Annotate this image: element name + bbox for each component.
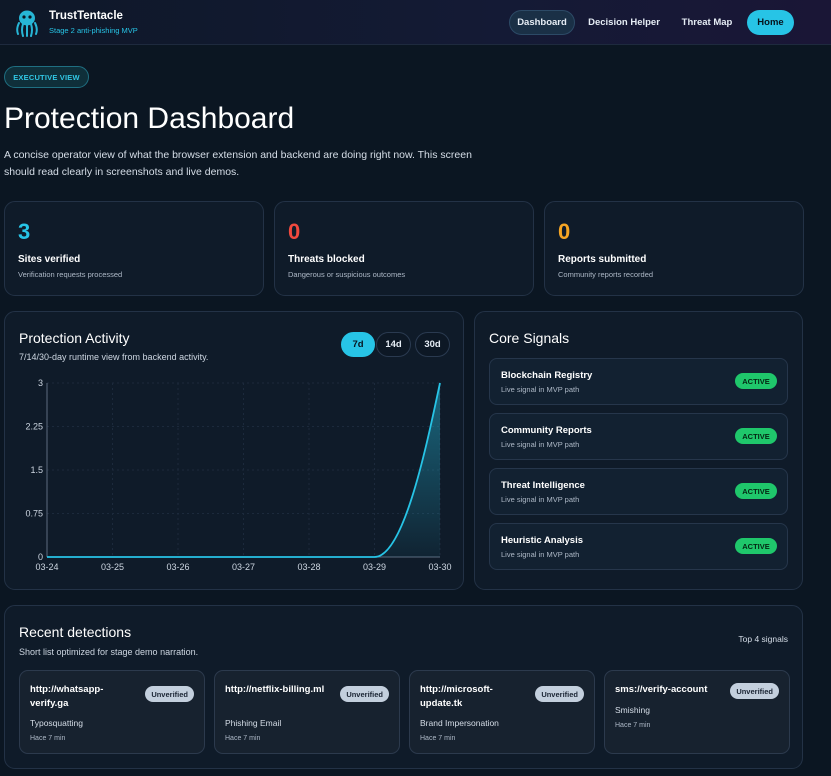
stat-sub: Dangerous or suspicious outcomes [288, 270, 406, 279]
signal-sub: Live signal in MVP path [501, 495, 580, 504]
top-navbar: TrustTentacle Stage 2 anti-phishing MVP … [0, 0, 831, 45]
signal-name: Blockchain Registry [501, 370, 593, 381]
detection-url: http://microsoft-update.tk [420, 684, 493, 709]
page-title: Protection Dashboard [4, 102, 295, 135]
y-tick-label: 0.75 [25, 509, 43, 519]
detection-card[interactable]: http://netflix-billing.ml Unverified Phi… [214, 670, 400, 754]
signal-heuristic-analysis: Heuristic Analysis Live signal in MVP pa… [489, 523, 788, 570]
stat-value: 0 [558, 219, 571, 244]
detection-type: Phishing Email [225, 718, 282, 728]
octopus-icon[interactable] [14, 9, 40, 37]
signal-sub: Live signal in MVP path [501, 385, 580, 394]
detection-card[interactable]: http://microsoft-update.tk Unverified Br… [409, 670, 595, 754]
stat-sub: Community reports recorded [558, 270, 654, 279]
x-tick-label: 03-28 [297, 562, 320, 572]
nav-decision-helper[interactable]: Decision Helper [588, 17, 660, 28]
detection-url: http://netflix-billing.ml [225, 684, 325, 695]
detection-time: Hace 7 min [225, 735, 261, 742]
detection-type: Brand Impersonation [420, 718, 499, 728]
y-tick-label: 2.25 [25, 422, 43, 432]
nav-dashboard[interactable]: Dashboard [509, 10, 575, 35]
unverified-badge: Unverified [340, 686, 389, 702]
core-signals-panel: Core Signals Blockchain Registry Live si… [474, 311, 803, 590]
detection-card[interactable]: sms://verify-account Unverified Smishing… [604, 670, 790, 754]
detection-url: sms://verify-account [615, 684, 708, 695]
detection-time: Hace 7 min [420, 735, 456, 742]
signal-name: Heuristic Analysis [501, 535, 584, 546]
unverified-badge: Unverified [535, 686, 584, 702]
y-tick-label: 3 [38, 378, 43, 388]
x-tick-label: 03-24 [35, 562, 58, 572]
status-badge: ACTIVE [735, 373, 777, 389]
stat-label: Reports submitted [558, 254, 647, 265]
signal-sub: Live signal in MVP path [501, 550, 580, 559]
activity-subtitle: 7/14/30-day runtime view from backend ac… [19, 352, 209, 362]
activity-title: Protection Activity [19, 330, 130, 346]
detection-type: Typosquatting [30, 718, 83, 728]
stat-label: Sites verified [18, 254, 81, 265]
stat-label: Threats blocked [288, 254, 365, 265]
x-tick-label: 03-27 [232, 562, 255, 572]
signal-threat-intelligence: Threat Intelligence Live signal in MVP p… [489, 468, 788, 515]
x-tick-label: 03-25 [101, 562, 124, 572]
stat-card-threats-blocked: 0 Threats blocked Dangerous or suspiciou… [274, 201, 534, 296]
status-badge: ACTIVE [735, 483, 777, 499]
x-tick-label: 03-26 [166, 562, 189, 572]
y-tick-label: 1.5 [30, 465, 43, 475]
detections-title: Recent detections [19, 624, 132, 640]
range-30d-button[interactable]: 30d [415, 332, 450, 357]
range-14d-button[interactable]: 14d [376, 332, 411, 357]
stat-sub: Verification requests processed [18, 270, 123, 279]
stat-card-reports-submitted: 0 Reports submitted Community reports re… [544, 201, 804, 296]
signal-community-reports: Community Reports Live signal in MVP pat… [489, 413, 788, 460]
brand-subtitle: Stage 2 anti-phishing MVP [49, 26, 138, 35]
detection-card[interactable]: http://whatsapp-verify.ga Unverified Typ… [19, 670, 205, 754]
protection-activity-panel: Protection Activity 7/14/30-day runtime … [4, 311, 464, 590]
range-7d-button[interactable]: 7d [341, 332, 375, 357]
signal-name: Community Reports [501, 425, 592, 436]
signals-title: Core Signals [489, 330, 570, 346]
recent-detections-panel: Recent detections Short list optimized f… [4, 605, 803, 769]
unverified-badge: Unverified [730, 683, 779, 699]
signal-sub: Live signal in MVP path [501, 440, 580, 449]
nav-threat-map[interactable]: Threat Map [681, 17, 733, 28]
stat-value: 0 [288, 219, 301, 244]
activity-chart: 0 0.75 1.5 2.25 3 03-24 03-25 03-26 03-27 03-28 03… [25, 378, 451, 572]
detections-subtitle: Short list optimized for stage demo narr… [19, 647, 199, 657]
unverified-badge: Unverified [145, 686, 194, 702]
series-area [47, 383, 440, 557]
detection-type: Smishing [615, 705, 650, 715]
y-tick-label: 0 [38, 552, 43, 562]
detection-url: http://whatsapp-verify.ga [30, 684, 104, 709]
page-description: A concise operator view of what the brow… [4, 149, 472, 178]
detection-time: Hace 7 min [30, 735, 66, 742]
x-tick-label: 03-29 [363, 562, 386, 572]
executive-view-pill: EXECUTIVE VIEW [4, 66, 89, 88]
stat-card-sites-verified: 3 Sites verified Verification requests p… [4, 201, 264, 296]
status-badge: ACTIVE [735, 428, 777, 444]
stat-value: 3 [18, 219, 31, 244]
series-line [47, 382, 441, 558]
detection-time: Hace 7 min [615, 722, 651, 729]
x-tick-label: 03-30 [428, 562, 451, 572]
top-signals-count: Top 4 signals [738, 634, 788, 644]
signal-blockchain-registry: Blockchain Registry Live signal in MVP p… [489, 358, 788, 405]
brand-name: TrustTentacle [49, 10, 123, 22]
nav-home-button[interactable]: Home [747, 10, 794, 35]
signal-name: Threat Intelligence [501, 480, 585, 491]
status-badge: ACTIVE [735, 538, 777, 554]
